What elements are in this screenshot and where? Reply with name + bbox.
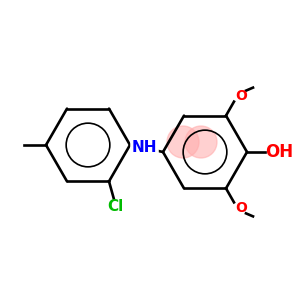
Text: O: O	[235, 201, 247, 215]
Text: Cl: Cl	[107, 199, 123, 214]
Text: NH: NH	[132, 140, 157, 155]
Text: OH: OH	[265, 143, 293, 161]
Text: O: O	[235, 88, 247, 103]
Circle shape	[185, 126, 217, 158]
Circle shape	[167, 126, 199, 158]
